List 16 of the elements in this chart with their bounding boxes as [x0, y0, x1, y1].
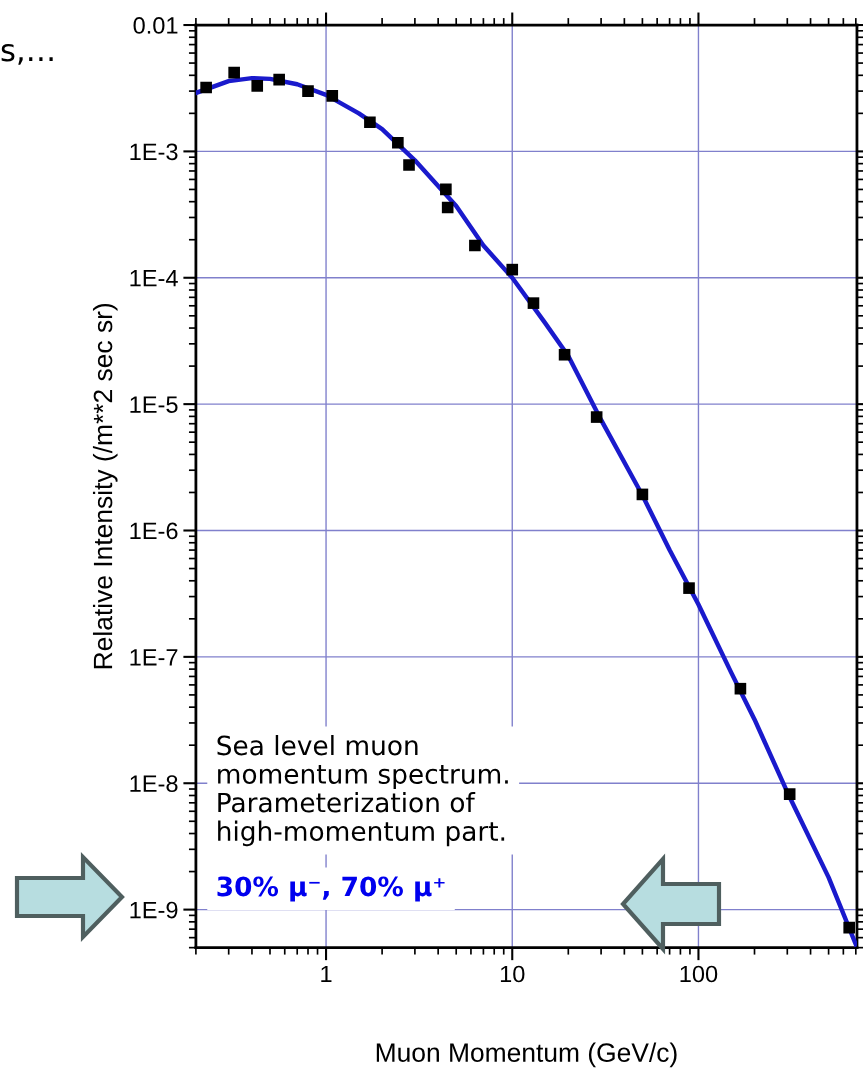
x-axis-title: Muon Momentum (GeV/c): [376, 1042, 677, 1068]
text: s,…: [1, 43, 53, 65]
y-tick-label: 1E-6: [130, 522, 178, 540]
y-tick-label: 1E-5: [130, 396, 178, 413]
x-tick-label: 100: [680, 965, 718, 983]
x-tick-label: 1: [321, 965, 332, 983]
y-tick-label: 0.01: [133, 17, 178, 34]
annotation: Sea level muon momentum spectrum. Parameterization of high-momentum part.: [217, 734, 508, 847]
y-tick-label: 1E-9: [130, 901, 178, 919]
x-tick-label: 10: [500, 965, 525, 983]
y-tick-label: 1E-4: [130, 270, 178, 287]
y-tick-label: 1E-8: [130, 775, 178, 793]
y-tick-label: 1E-3: [130, 143, 178, 161]
annotation: 30% μ⁻, 70% μ⁺: [217, 876, 445, 902]
y-tick-label: 1E-7: [130, 649, 178, 666]
y-axis-title: Relative Intensity (/m**2 sec sr): [92, 303, 118, 669]
